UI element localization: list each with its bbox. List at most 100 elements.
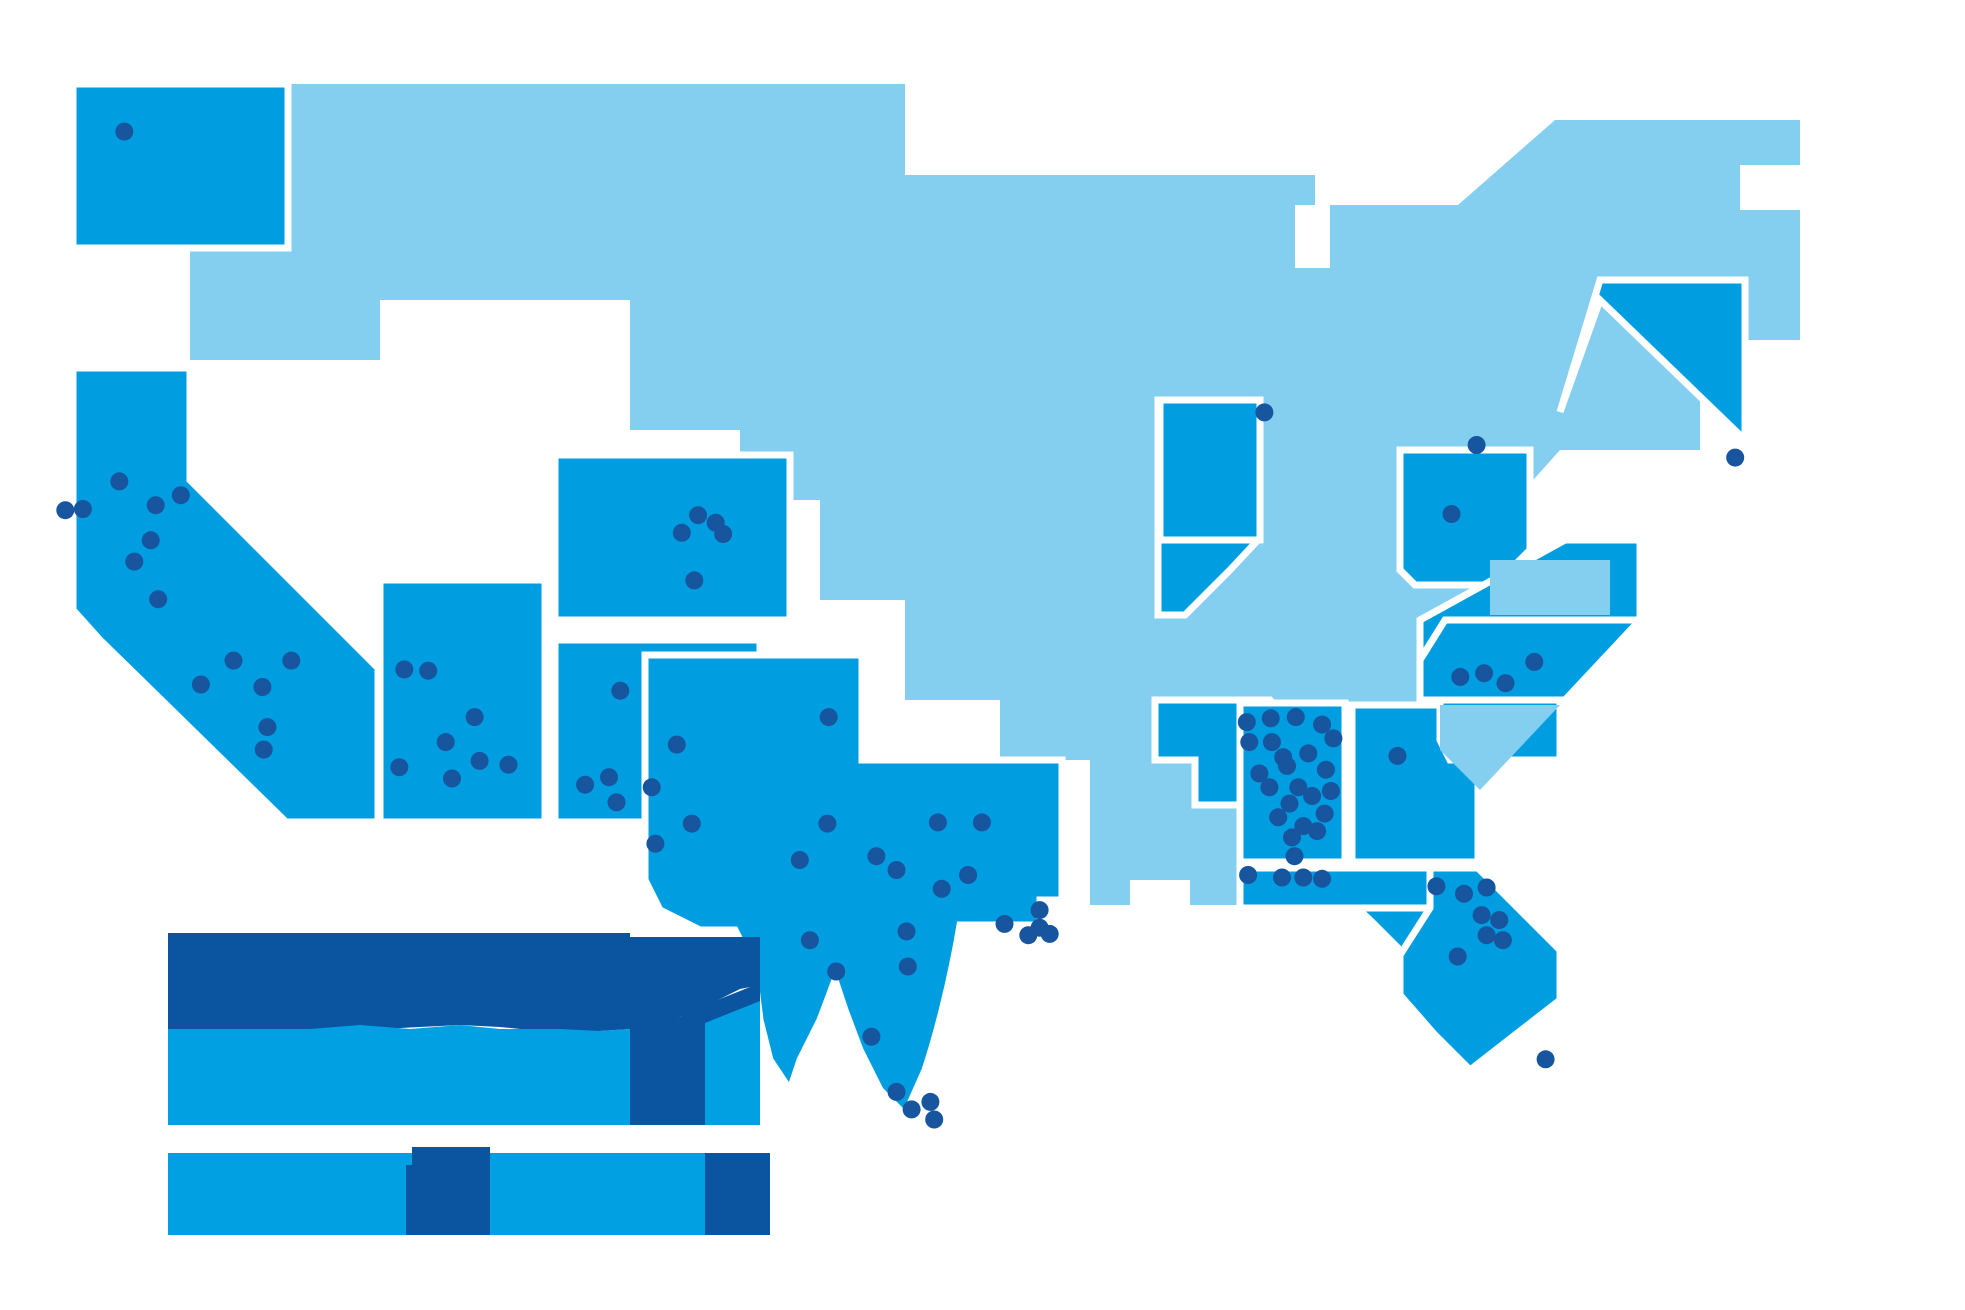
redacted-line-2 [168,1147,772,1235]
state-light-interior [73,84,1800,905]
location-dot [1294,817,1313,836]
location-dot [1324,729,1343,748]
location-dot [928,813,947,832]
location-dot [1294,868,1313,887]
redacted-line-1 [168,933,760,1125]
location-dot [1493,931,1512,950]
location-dot [995,914,1014,933]
state-nevada [376,576,549,826]
location-dot [1313,869,1332,888]
location-dot [1427,877,1446,896]
location-dot [1283,828,1301,847]
state-washington [69,80,292,252]
location-dot [887,1082,906,1101]
location-dot [146,496,165,515]
location-dot [282,651,301,670]
location-dot [436,733,455,752]
location-dot [499,755,518,774]
location-dot [1477,878,1496,897]
location-dot [642,778,661,797]
location-dot [1525,652,1544,671]
location-dot-layer [56,122,1745,1129]
location-dot [685,571,704,590]
location-dot [1536,1050,1555,1069]
location-dot [818,814,837,833]
redacted-caption-block [160,925,772,1235]
location-dot [898,957,917,976]
location-dot [1278,756,1296,775]
location-dot [1726,448,1745,467]
location-dot [1240,733,1259,752]
location-dot [1255,403,1274,422]
location-dot [1250,764,1269,783]
location-dot [1303,787,1322,805]
state-new-york [1556,276,1749,449]
location-dot [1260,778,1279,797]
location-dot [253,678,272,696]
light-overlay-midwest [1300,268,1335,560]
map-light-overlay [1300,268,1610,790]
location-dot [1308,822,1327,841]
location-dot [390,758,409,777]
location-dot [932,879,951,898]
location-dot [1030,901,1049,920]
location-dot [1451,667,1470,686]
location-dot [819,708,838,727]
location-dot [972,813,991,832]
location-dot [1496,674,1515,693]
location-dot [921,1092,940,1111]
highlighted-states-layer [69,80,1749,1122]
location-dot [171,486,190,505]
location-dot [672,523,691,542]
location-dot [125,552,144,571]
location-dot [1467,436,1486,454]
location-dot [1472,906,1491,925]
location-dot [1237,713,1256,732]
location-dot [443,769,461,788]
location-dot [1285,847,1304,866]
location-dot [395,660,414,679]
location-dot [1239,866,1258,884]
location-dot [1321,782,1340,800]
location-dot [607,793,626,812]
location-dot [1040,924,1059,943]
state-new-mexico [551,451,794,624]
location-dot [115,122,134,141]
location-dot [902,1100,921,1119]
location-dot [1286,708,1305,727]
location-dot [141,531,160,550]
location-dot [1477,926,1496,945]
state-south-carolina [1396,864,1564,1075]
location-dot [827,962,846,981]
location-dot [862,1027,881,1046]
location-dot [419,661,438,680]
location-dot [689,506,708,525]
location-dot [1442,505,1461,523]
location-dot [1280,794,1299,813]
location-dot [887,861,906,879]
location-dot [1299,744,1318,763]
location-dot [714,525,733,543]
state-california [69,364,382,826]
location-dot [800,931,819,950]
location-dot [1448,947,1467,966]
location-dot [1455,884,1473,903]
location-dot [867,847,886,866]
location-dot [790,851,809,869]
location-dot [682,814,701,833]
location-dot [959,866,978,884]
location-dot [1316,760,1335,779]
location-dot [254,740,273,759]
location-dot [149,590,168,609]
location-dot [56,501,75,520]
location-dot [1269,808,1288,827]
location-dot [191,675,210,694]
location-dot [600,768,618,787]
location-dot [897,922,916,941]
location-dot [667,735,686,754]
location-dot [576,775,595,794]
location-dot [110,472,129,491]
location-dot [1475,664,1494,683]
